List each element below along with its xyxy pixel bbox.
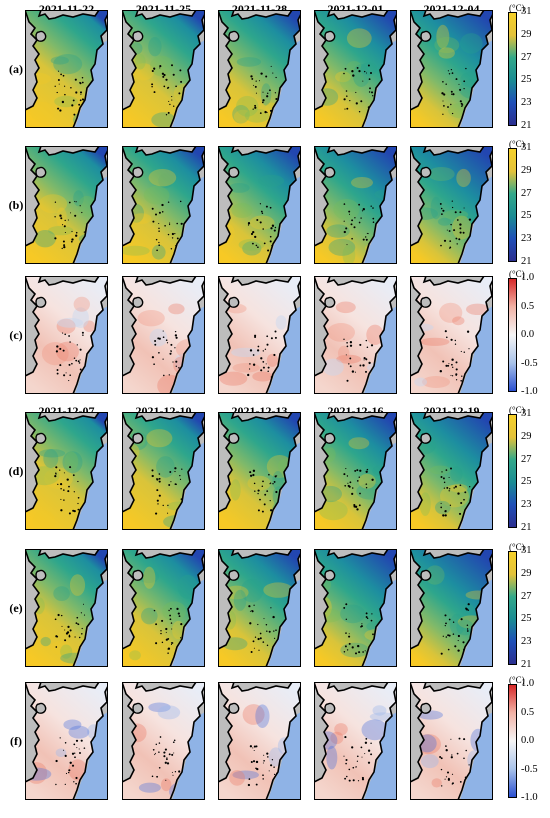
colorbar-unit: (°C) xyxy=(509,3,525,13)
colorbar-tick: -1.0 xyxy=(521,792,538,803)
colorbar-tick: 25 xyxy=(521,210,532,222)
row-label: (b) xyxy=(8,198,24,212)
map-panel xyxy=(218,10,301,128)
colorbar-gradient xyxy=(508,551,517,665)
map-panel xyxy=(25,146,108,264)
map-panel xyxy=(218,549,301,667)
map-panel xyxy=(314,10,397,128)
row-label: (e) xyxy=(9,601,23,615)
colorbar-tick: 23 xyxy=(521,97,532,109)
row-label: (f) xyxy=(10,734,22,748)
colorbar-unit: (°C) xyxy=(509,269,525,279)
colorbar-tick: 25 xyxy=(521,613,532,625)
colorbar-tick: 1.0 xyxy=(521,272,535,283)
colorbar-tick: 0.0 xyxy=(521,329,535,340)
colorbar-gradient xyxy=(508,278,517,392)
map-panel xyxy=(314,276,397,394)
map-panel xyxy=(314,549,397,667)
colorbar-tick: 0.5 xyxy=(521,706,535,718)
map-panel xyxy=(25,549,108,667)
colorbar-tick: 21 xyxy=(521,120,532,131)
colorbar-tick: 23 xyxy=(521,499,532,511)
colorbar-tick: 31 xyxy=(521,6,532,17)
colorbar-tick: 21 xyxy=(521,659,532,670)
colorbar-tick: 23 xyxy=(521,636,532,648)
colorbar: (°C) 31 29 27 25 23 21 xyxy=(508,3,548,131)
map-panel xyxy=(410,276,493,394)
colorbar-tick: 21 xyxy=(521,522,532,533)
colorbar-tick: 27 xyxy=(521,590,532,602)
colorbar-tick: 25 xyxy=(521,74,532,86)
colorbar: (°C) 31 29 27 25 23 21 xyxy=(508,405,548,533)
map-panel xyxy=(122,682,205,800)
row-label: (a) xyxy=(9,62,23,76)
map-panel xyxy=(122,549,205,667)
map-panel xyxy=(218,412,301,530)
map-panel xyxy=(218,146,301,264)
colorbar-unit: (°C) xyxy=(509,139,525,149)
colorbar: (°C) 1.0 0.5 0.0 -0.5 -1.0 xyxy=(508,269,548,397)
map-panel xyxy=(25,682,108,800)
colorbar-tick: 27 xyxy=(521,453,532,465)
map-panel xyxy=(410,146,493,264)
colorbar-tick: 27 xyxy=(521,187,532,199)
colorbar-tick: 31 xyxy=(521,408,532,419)
map-panel xyxy=(122,146,205,264)
colorbar-tick: -1.0 xyxy=(521,386,538,397)
colorbar: (°C) 31 29 27 25 23 21 xyxy=(508,139,548,267)
colorbar-unit: (°C) xyxy=(509,405,525,415)
map-panel xyxy=(218,276,301,394)
colorbar-tick: 25 xyxy=(521,476,532,488)
colorbar-tick: -0.5 xyxy=(521,763,538,775)
row-label: (c) xyxy=(9,328,23,342)
colorbar: (°C) 1.0 0.5 0.0 -0.5 -1.0 xyxy=(508,675,548,803)
colorbar-tick: 0.5 xyxy=(521,300,535,312)
colorbar-tick: 0.0 xyxy=(521,735,535,746)
colorbar-gradient xyxy=(508,148,517,262)
map-panel xyxy=(25,276,108,394)
map-panel xyxy=(25,10,108,128)
map-panel xyxy=(314,682,397,800)
map-panel xyxy=(410,682,493,800)
map-panel xyxy=(314,412,397,530)
colorbar-tick: 21 xyxy=(521,256,532,267)
colorbar-unit: (°C) xyxy=(509,675,525,685)
map-panel xyxy=(122,10,205,128)
colorbar-unit: (°C) xyxy=(509,542,525,552)
map-panel xyxy=(314,146,397,264)
row-label: (d) xyxy=(8,464,24,478)
colorbar-gradient xyxy=(508,414,517,528)
map-panel xyxy=(410,10,493,128)
colorbar-gradient xyxy=(508,12,517,126)
colorbar-tick: 27 xyxy=(521,51,532,63)
colorbar-tick: 31 xyxy=(521,545,532,556)
colorbar-tick: 29 xyxy=(521,164,532,176)
map-panel xyxy=(410,412,493,530)
map-panel xyxy=(218,682,301,800)
colorbar-tick: -0.5 xyxy=(521,357,538,369)
map-panel xyxy=(410,549,493,667)
map-panel xyxy=(122,412,205,530)
colorbar-tick: 31 xyxy=(521,142,532,153)
colorbar-tick: 29 xyxy=(521,567,532,579)
colorbar-tick: 1.0 xyxy=(521,678,535,689)
map-panel xyxy=(122,276,205,394)
colorbar-gradient xyxy=(508,684,517,798)
colorbar: (°C) 31 29 27 25 23 21 xyxy=(508,542,548,670)
colorbar-tick: 29 xyxy=(521,430,532,442)
map-panel xyxy=(25,412,108,530)
colorbar-tick: 23 xyxy=(521,233,532,245)
colorbar-tick: 29 xyxy=(521,28,532,40)
